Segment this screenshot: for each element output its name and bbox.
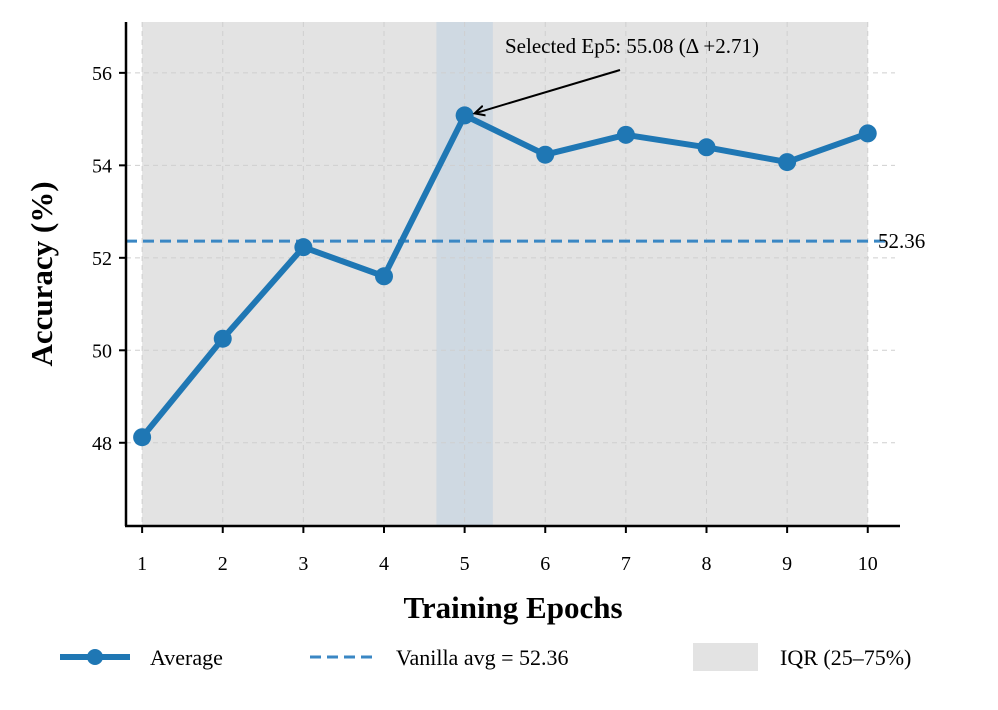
iqr-band: [142, 22, 868, 526]
data-point: [616, 125, 635, 144]
legend-item-iqr: IQR (25–75%): [693, 643, 911, 671]
x-axis-title: Training Epochs: [403, 590, 622, 625]
x-tick-label: 8: [702, 553, 712, 575]
average-series-line: [139, 112, 871, 441]
grid: [126, 22, 895, 526]
data-point: [133, 428, 152, 447]
legend-iqr-label: IQR (25–75%): [780, 645, 911, 670]
x-tick-label: 4: [379, 553, 389, 575]
annotation-arrow: [475, 69, 621, 113]
y-tick-label: 50: [92, 340, 112, 362]
average-series-points: [133, 106, 877, 447]
legend-item-average: Average: [60, 645, 223, 670]
x-tick-label: 10: [858, 553, 878, 575]
vanilla-avg-label: 52.36: [878, 229, 925, 253]
x-tick-label: 2: [218, 553, 228, 575]
x-tick-label: 7: [621, 553, 631, 575]
legend-iqr-swatch: [693, 643, 758, 671]
legend-item-vanilla: Vanilla avg = 52.36: [310, 645, 569, 670]
data-point: [858, 124, 877, 143]
data-point: [294, 238, 313, 257]
data-point: [213, 329, 232, 348]
x-tick-label: 9: [782, 553, 792, 575]
y-tick-label: 48: [92, 433, 112, 455]
y-tick-label: 52: [92, 248, 112, 270]
annotation-text: Selected Ep5: 55.08 (Δ +2.71): [505, 34, 759, 58]
data-point: [697, 138, 716, 157]
data-point: [455, 106, 474, 125]
x-ticks: 1 2 3 4 5 6 7 8 9 10: [137, 526, 878, 575]
x-tick-label: 6: [540, 553, 550, 575]
y-tick-label: 54: [92, 155, 112, 177]
x-tick-label: 1: [137, 553, 147, 575]
legend: Average Vanilla avg = 52.36 IQR (25–75%): [60, 643, 911, 671]
legend-average-marker: [87, 649, 103, 665]
data-point: [375, 267, 393, 286]
x-tick-label: 3: [298, 553, 308, 575]
x-tick-label: 5: [460, 553, 470, 575]
legend-vanilla-label: Vanilla avg = 52.36: [396, 645, 569, 670]
y-tick-label: 56: [92, 63, 112, 85]
y-axis-title: Accuracy (%): [24, 181, 59, 366]
data-point: [778, 153, 797, 172]
data-point: [536, 145, 555, 164]
legend-average-label: Average: [150, 645, 223, 670]
y-ticks: 48 50 52 54 56: [92, 63, 126, 455]
